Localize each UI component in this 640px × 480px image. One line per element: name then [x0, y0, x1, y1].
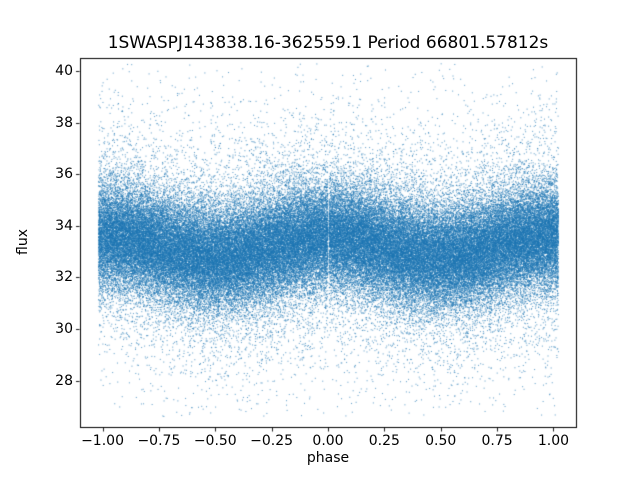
x-tick-label: −0.25 — [250, 433, 294, 449]
x-axis-label: phase — [306, 450, 350, 466]
y-tick-label: 38 — [55, 114, 73, 131]
x-tick-label: 0.75 — [481, 433, 513, 449]
x-tick-label: −0.75 — [137, 433, 181, 449]
x-tick-label: −1.00 — [81, 433, 124, 449]
y-tick-label: 36 — [55, 166, 73, 183]
x-tick-label: −0.50 — [193, 433, 237, 449]
y-tick-label: 30 — [55, 320, 73, 337]
y-tick-label: 40 — [55, 62, 73, 79]
x-tick-label: 0.50 — [425, 433, 457, 449]
y-tick-label: 34 — [55, 217, 73, 234]
plot-title: 1SWASPJ143838.16-362559.1 Period 66801.5… — [107, 33, 549, 53]
x-tick-label: 0.00 — [312, 433, 344, 449]
y-tick-label: 32 — [55, 269, 73, 286]
y-tick-label: 28 — [55, 372, 73, 389]
x-tick-label: 1.00 — [537, 433, 570, 449]
y-axis-label: flux — [15, 229, 31, 255]
x-tick-label: 0.25 — [368, 433, 400, 449]
